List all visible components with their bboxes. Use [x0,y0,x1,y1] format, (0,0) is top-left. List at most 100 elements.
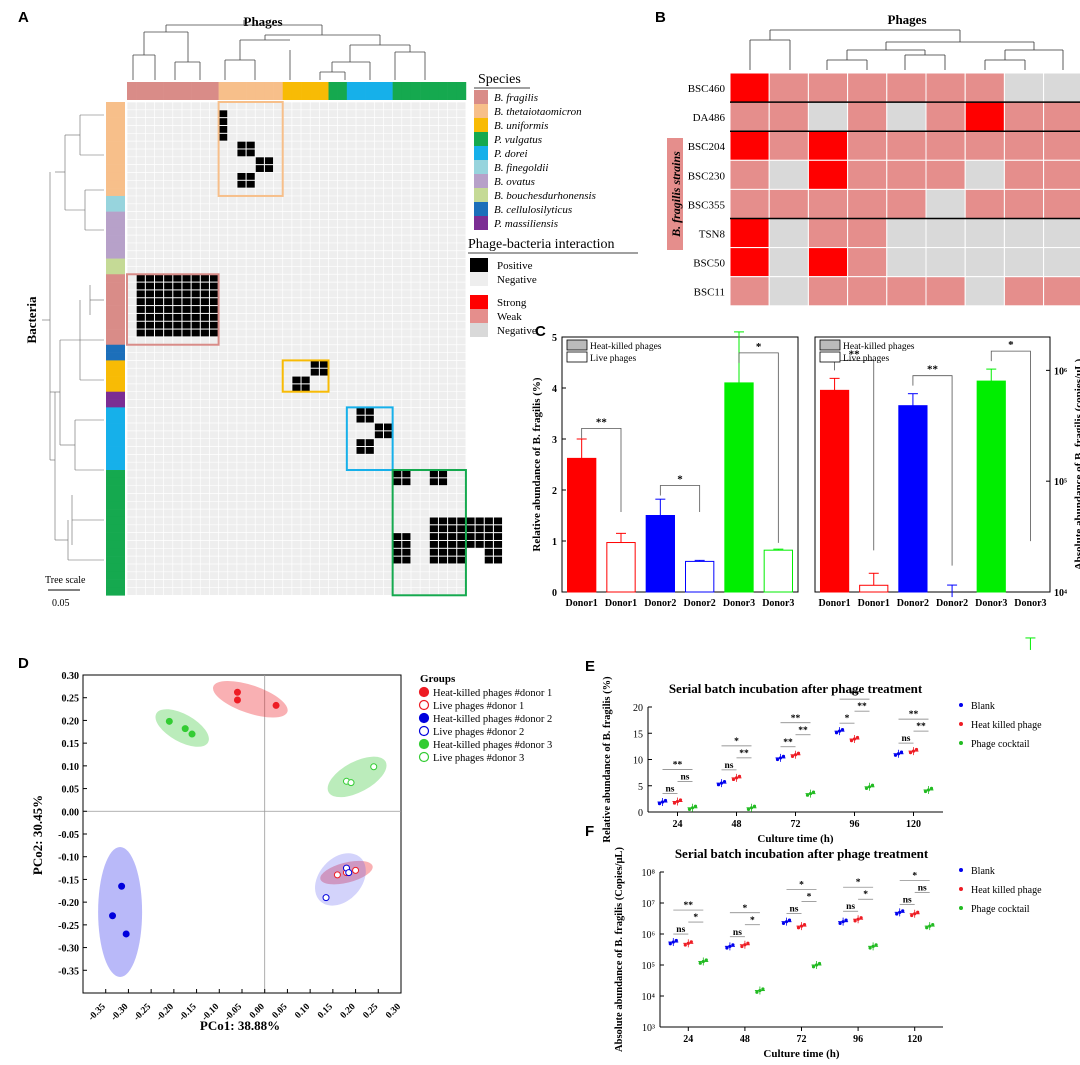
heatmap-b-cell [847,72,888,103]
significance-label: ** [927,364,939,376]
heatmap-b-cell [925,276,966,307]
strength-legend-label: Negative [497,325,537,337]
heatmap-b-cell [807,218,849,249]
significance-label: * [807,893,812,903]
heatmap-a-column-species-cell [264,82,274,100]
significance-bracket [912,375,953,566]
heatmap-a-row-species-cell [106,399,125,408]
pcoa-legend-label: Heat-killed phages #donor 1 [433,688,552,699]
heatmap-a-species-box [391,469,467,597]
data-point [746,941,750,945]
heatmap-b-cell [729,188,770,219]
data-point [899,750,904,754]
heatmap-a-positive-cell [154,321,164,329]
x-tick-label: 0.15 [316,1002,335,1021]
heatmap-a-positive-cell [493,525,503,533]
heatmap-a-positive-cell [393,556,402,564]
bar-heat-killed [819,389,850,593]
pcoa-legend-label: Live phages #donor 1 [433,701,524,712]
heatmap-a-row-species-cell [106,289,125,299]
heatmap-b-cell [964,72,1005,103]
pcoa-point [181,725,189,733]
heatmap-b-cell [847,218,888,249]
data-point [895,912,899,916]
heatmap-a-positive-cell [173,282,182,290]
heatmap-a-positive-cell [209,290,219,298]
species-legend-label: B. ovatus [494,176,535,188]
x-tick-label: -0.15 [178,1002,199,1023]
heatmap-a-row-species-cell [106,219,125,228]
heatmap-a-positive-cell [402,556,411,564]
heatmap-b-cell [964,247,1005,278]
pcoa-legend-marker [418,712,430,724]
heatmap-a-positive-cell [301,376,310,384]
heatmap-a-positive-cell [429,517,438,525]
data-point [849,739,854,743]
heatmap-a-positive-cell [356,447,365,454]
heatmap-a-positive-cell [164,298,173,306]
x-tick-label: 72 [791,819,801,830]
x-tick-label: -0.25 [132,1002,153,1023]
heatmap-a-background [127,102,466,596]
heatmap-a-positive-cell [393,548,402,556]
x-tick-label: Donor3 [975,598,1007,609]
heatmap-a-positive-cell [145,313,154,321]
heatmap-a-positive-cell [191,321,200,329]
species-legend-swatch [474,104,488,118]
heatmap-a-positive-cell [191,290,200,298]
heatmap-b-cell [729,72,770,103]
heatmap-a-column-species-cell [365,82,375,100]
heatmap-b-side-title: B. fragilis strains [669,151,683,238]
y-axis-label: Absolute abundance of B. fragilis (Copie… [614,847,625,1052]
data-point [840,727,845,732]
heatmap-b-cell [768,159,809,190]
significance-label: ** [850,690,860,700]
y-tick-label: 0 [552,588,557,599]
data-point [737,774,742,778]
heatmap-a-positive-cell [237,149,246,157]
data-point [910,913,914,918]
heatmap-a-positive-cell [393,478,402,486]
heatmap-a-positive-cell [200,282,209,290]
heatmap-b-cell [807,276,849,307]
significance-label: ns [666,785,675,795]
significance-label: * [693,913,698,923]
x-axis-label: Culture time (h) [763,1048,840,1060]
heatmap-a-row-species-cell [106,250,125,259]
interaction-legend-swatch [470,258,488,272]
heatmap-a-column-species-cell [319,82,329,100]
data-point [802,922,807,927]
data-point [855,735,860,740]
pcoa-point [352,866,360,874]
data-point [698,961,702,965]
legend-swatch [566,351,588,363]
strength-legend-label: Strong [497,297,527,309]
heatmap-a-positive-cell [219,133,228,141]
legend-marker [959,741,963,745]
heatmap-a-row-species-cell [106,188,125,197]
heatmap-a-positive-cell [136,290,145,298]
heatmap-a-positive-cell [136,306,145,313]
heatmap-a-positive-cell [466,540,475,548]
heatmap-a-positive-cell [200,329,209,337]
heatmap-a-positive-cell [319,368,329,376]
heatmap-a-positive-cell [301,384,310,392]
legend-label: Heat killed phage [971,885,1042,896]
heatmap-a-row-species-cell [106,258,125,267]
heatmap-a-positive-cell [448,548,457,556]
y-tick-label: 5 [552,333,557,344]
heatmap-a-column-species-cell [429,82,439,100]
significance-label: ** [798,726,808,736]
heatmap-a-positive-cell [209,298,219,306]
heatmap-b-cell [925,72,966,103]
heatmap-a-row-species-cell [106,383,125,393]
heatmap-b-cell [768,276,809,307]
x-tick-label: Donor2 [644,598,676,609]
significance-label: ** [857,702,867,712]
pcoa-point [165,717,173,725]
y-tick-label: 1 [552,537,557,548]
panel-d: D-0.35 -0.30 -0.25 -0.20 -0.15 -0.10 -0.05 0.00… [18,655,552,1033]
data-point [722,779,727,784]
heatmap-a-positive-cell [438,540,448,548]
heatmap-a-row-species-cell [106,462,125,471]
